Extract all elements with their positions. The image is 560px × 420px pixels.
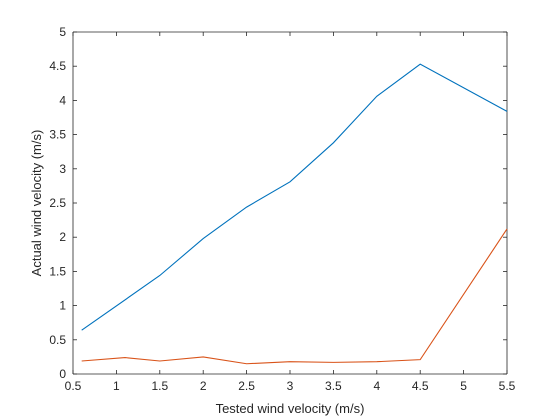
x-tick-label: 4: [373, 379, 380, 393]
y-ticks: 0 0.5 1 1.5 2 2.5 3 3.5 4 4.5 5: [49, 25, 507, 381]
y-tick-label: 1.5: [49, 264, 66, 278]
y-tick-label: 5: [59, 25, 66, 39]
series-line-2: [81, 228, 508, 365]
x-tick-label: 5.5: [499, 379, 516, 393]
series-line-1: [81, 63, 508, 331]
y-tick-label: 3.5: [49, 128, 66, 142]
x-tick-label: 2.5: [238, 379, 255, 393]
y-tick-label: 4: [59, 93, 66, 107]
x-tick-label: 5: [460, 379, 467, 393]
y-tick-label: 1: [59, 299, 66, 313]
x-tick-label: 3: [287, 379, 294, 393]
y-tick-label: 0: [59, 367, 66, 381]
x-ticks: 0.5 1 1.5 2 2.5 3 3.5 4 4.5 5 5.5: [65, 32, 516, 393]
y-tick-label: 3: [59, 162, 66, 176]
y-tick-label: 2.5: [49, 196, 66, 210]
y-tick-label: 4.5: [49, 59, 66, 73]
x-tick-label: 4.5: [412, 379, 429, 393]
x-tick-label: 1.5: [151, 379, 168, 393]
x-tick-label: 2: [200, 379, 207, 393]
x-tick-label: 3.5: [325, 379, 342, 393]
y-tick-label: 2: [59, 230, 66, 244]
x-tick-label: 0.5: [65, 379, 82, 393]
y-axis-title: Actual wind velocity (m/s): [29, 130, 44, 277]
series-group: [81, 63, 508, 365]
x-axis-title: Tested wind velocity (m/s): [216, 401, 365, 416]
x-tick-label: 1: [113, 379, 120, 393]
y-tick-label: 0.5: [49, 333, 66, 347]
